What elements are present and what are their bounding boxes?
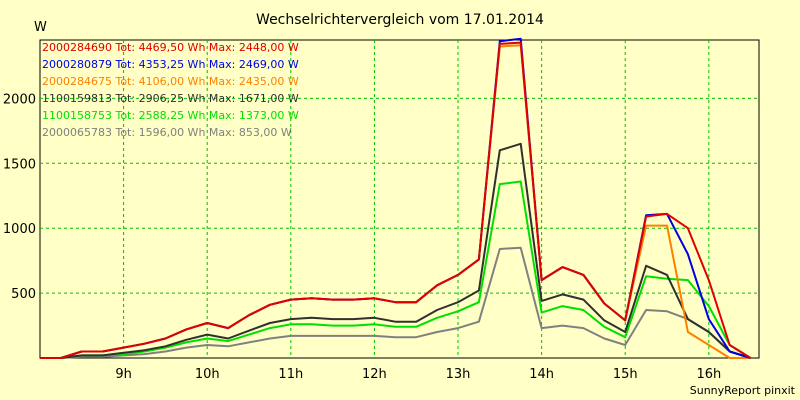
- legend: 2000284690 Tot: 4469,50 Wh Max: 2448,00 …: [42, 41, 299, 139]
- x-tick-label: 12h: [362, 367, 387, 382]
- series-line-1100158753: [40, 180, 752, 359]
- footer-credit: SunnyReport pinxit: [690, 384, 796, 397]
- axis-ticks: 9h 10h 11h 12h 13h 14h 15h 16h 500 1000 1500 2000: [3, 92, 721, 382]
- legend-entry-1100159813: 1100159813 Tot: 2906,25 Wh Max: 1671,00 …: [42, 92, 299, 105]
- x-tick-label: 10h: [195, 367, 220, 382]
- y-tick-label: 2000: [3, 92, 36, 107]
- legend-entry-2000065783: 2000065783 Tot: 1596,00 Wh Max: 853,00 W: [42, 126, 292, 139]
- legend-entry-2000284675: 2000284675 Tot: 4106,00 Wh Max: 2435,00 …: [42, 75, 299, 88]
- x-tick-label: 14h: [529, 367, 554, 382]
- series-line-1100159813: [40, 142, 751, 359]
- legend-entry-2000284690: 2000284690 Tot: 4469,50 Wh Max: 2448,00 …: [42, 41, 299, 54]
- y-tick-label: 1500: [3, 157, 36, 172]
- chart-title: Wechselrichtervergleich vom 17.01.2014: [256, 12, 544, 28]
- plot-area: [39, 39, 760, 359]
- x-tick-label: 15h: [613, 367, 638, 382]
- y-tick-label: 500: [11, 287, 36, 302]
- x-tick-label: 16h: [696, 367, 721, 382]
- series-lines: [40, 37, 752, 359]
- x-tick-label: 13h: [446, 367, 471, 382]
- legend-entry-1100158753: 1100158753 Tot: 2588,25 Wh Max: 1373,00 …: [42, 109, 299, 122]
- y-tick-label: 1000: [3, 222, 36, 237]
- x-tick-label: 9h: [115, 367, 132, 382]
- legend-entry-2000280879: 2000280879 Tot: 4353,25 Wh Max: 2469,00 …: [42, 58, 299, 71]
- series-line-2000065783: [40, 246, 751, 359]
- x-tick-label: 11h: [278, 367, 303, 382]
- y-axis-unit: W: [34, 20, 47, 35]
- series-line-2000284690: [40, 41, 752, 359]
